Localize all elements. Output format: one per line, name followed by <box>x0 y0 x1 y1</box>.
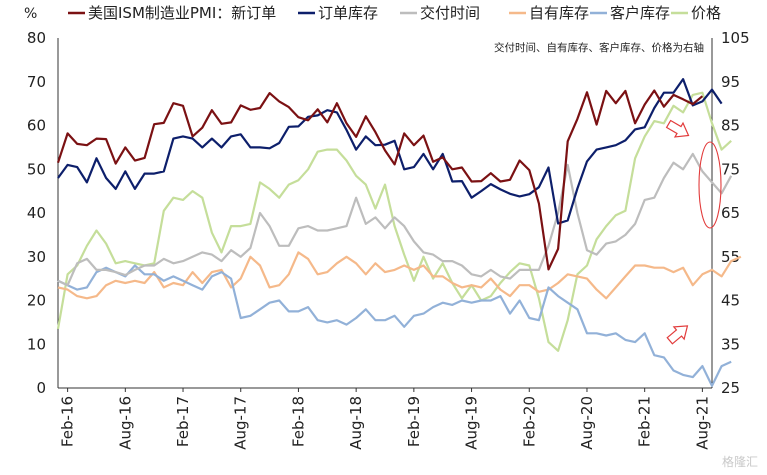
annotation-arrow-down <box>665 119 690 138</box>
right-tick-label: 55 <box>721 248 740 266</box>
left-tick-label: 20 <box>27 292 46 310</box>
x-tick-label: Feb-16 <box>59 396 77 447</box>
legend: 美国ISM制造业PMI：新订单 订单库存 交付时间 自有库存 客户库存 价格 <box>68 4 721 22</box>
left-tick-label: 70 <box>27 73 46 91</box>
series-line-1 <box>57 77 723 225</box>
series-line-5 <box>56 91 732 352</box>
right-tick-label: 25 <box>721 379 740 397</box>
series-line-0 <box>56 89 704 271</box>
right-axis-ticks: 25 35 45 55 65 75 85 95 105 <box>721 29 750 397</box>
right-tick-label: 105 <box>721 29 750 47</box>
x-axis: Feb-16 Aug-16 Feb-17 Aug-17 Feb-18 Aug-18 Feb-… <box>57 38 713 450</box>
right-tick-label: 45 <box>721 292 740 310</box>
series-line-2 <box>57 152 733 287</box>
x-tick-label: Feb-18 <box>289 396 307 447</box>
x-tick-label: Aug-19 <box>463 396 481 450</box>
left-tick-label: 30 <box>27 248 46 266</box>
x-tick-label: Aug-21 <box>693 396 711 450</box>
legend-label: 订单库存 <box>318 4 378 22</box>
x-tick-label: Feb-17 <box>174 396 192 447</box>
series-line-4 <box>57 264 732 387</box>
x-tick-label: Aug-20 <box>578 396 596 450</box>
legend-label: 交付时间 <box>420 4 480 22</box>
series-line-3 <box>57 251 742 300</box>
right-tick-label: 35 <box>721 335 740 353</box>
x-tick-label: Aug-18 <box>347 396 365 450</box>
right-tick-label: 95 <box>721 73 740 91</box>
left-axis-ticks: 0 10 20 30 40 50 60 70 80 <box>27 29 46 397</box>
axis-note: 交付时间、自有库存、客户库存、价格为右轴 <box>494 41 704 54</box>
series-lines <box>56 77 742 387</box>
legend-label: 价格 <box>691 4 721 22</box>
x-tick-label: Feb-19 <box>405 396 423 447</box>
annotation-ellipse <box>698 141 722 229</box>
left-tick-label: 60 <box>27 117 46 135</box>
x-tick-label: Feb-21 <box>636 396 654 447</box>
x-tick-label: Aug-17 <box>232 396 250 450</box>
left-axis-unit: % <box>24 6 37 22</box>
left-tick-label: 50 <box>27 160 46 178</box>
left-tick-label: 80 <box>27 29 46 47</box>
right-tick-label: 75 <box>721 160 740 178</box>
left-tick-label: 40 <box>27 204 46 222</box>
left-tick-label: 0 <box>36 379 46 397</box>
x-tick-label: Feb-20 <box>520 396 538 447</box>
right-tick-label: 65 <box>721 204 740 222</box>
legend-label: 美国ISM制造业PMI：新订单 <box>88 4 276 22</box>
x-tick-label: Aug-16 <box>116 396 134 450</box>
watermark: 格隆汇 <box>722 454 758 469</box>
left-tick-label: 10 <box>27 335 46 353</box>
legend-label: 客户库存 <box>610 4 670 22</box>
legend-label: 自有库存 <box>529 4 589 22</box>
annotation-arrow-up <box>666 325 689 345</box>
right-tick-label: 85 <box>721 117 740 135</box>
